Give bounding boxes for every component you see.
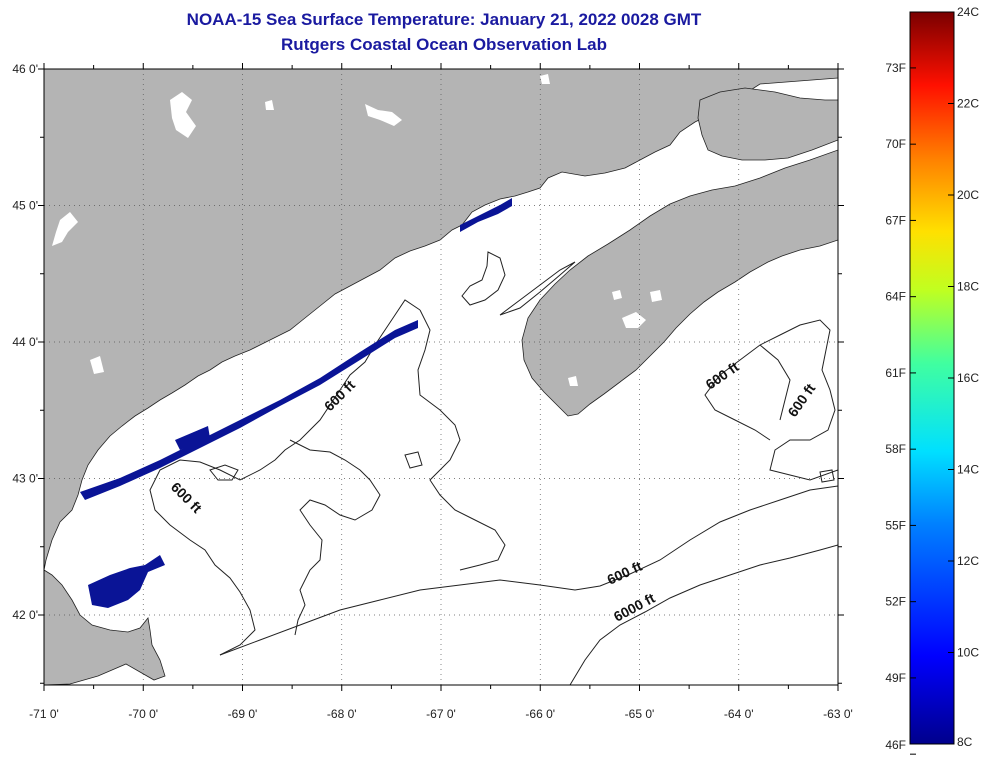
colorbar-fahrenheit-label: 73F <box>885 61 906 75</box>
colorbar-fahrenheit-label: 55F <box>885 518 906 532</box>
lon-tick-label: -66 0' <box>525 707 555 721</box>
contour-bay-of-fundy <box>499 261 576 316</box>
contour-600ft-gulf-east <box>417 309 506 571</box>
contour-600ft-basin <box>289 439 381 636</box>
colorbar-celsius-label: 20C <box>957 188 979 202</box>
nova-scotia-land <box>521 149 838 417</box>
bathymetry-contours <box>149 251 838 685</box>
contour-600ft-gulf <box>149 299 421 656</box>
colorbar-fahrenheit-label: 52F <box>885 595 906 609</box>
contour-600ft-ns-bank <box>759 344 791 421</box>
colorbar-celsius-label: 22C <box>957 97 979 111</box>
map-plot-area: 600 ft 600 ft 600 ft 600 ft 600 ft 6000 … <box>44 69 838 685</box>
contour-small-1 <box>209 464 239 481</box>
contour-600ft-georges <box>219 485 838 656</box>
colorbar-celsius-label: 18C <box>957 280 979 294</box>
colorbar-ticks: 24C 22C 20C 18C 16C 14C 12C 10C 8C 73F 70F 67F 64F 61… <box>885 5 979 755</box>
map-subtitle: Rutgers Coastal Ocean Observation Lab <box>281 35 607 54</box>
cape-breton-land <box>697 87 838 161</box>
sst-swath-main <box>80 320 418 500</box>
colorbar-celsius-label: 10C <box>957 646 979 660</box>
lat-tick-label: 45 0' <box>12 199 38 213</box>
cape-cod-land <box>44 569 166 685</box>
colorbar-fahrenheit-label: 49F <box>885 671 906 685</box>
lat-tick-label: 42 0' <box>12 608 38 622</box>
colorbar-fahrenheit-label: 70F <box>885 137 906 151</box>
lon-tick-label: -64 0' <box>724 707 754 721</box>
colorbar-celsius-label: 8C <box>957 735 973 749</box>
map-axes: 46 0' 45 0' 44 0' 43 0' 42 0' -71 0' -70 0' -69… <box>12 62 852 721</box>
colorbar-fahrenheit-label: 64F <box>885 290 906 304</box>
contour-6000ft <box>569 544 838 685</box>
colorbar-celsius-label: 12C <box>957 554 979 568</box>
lon-tick-label: -65 0' <box>625 707 655 721</box>
contour-small-2 <box>404 451 423 469</box>
colorbar <box>909 11 955 745</box>
sst-swaths <box>80 198 512 608</box>
sst-swath-block-mid <box>175 426 210 450</box>
sst-swath-block-south <box>88 555 165 608</box>
colorbar-fahrenheit-label: 61F <box>885 366 906 380</box>
lat-tick-label: 46 0' <box>12 62 38 76</box>
lon-tick-label: -71 0' <box>29 707 59 721</box>
contour-600ft-bay <box>461 251 506 306</box>
sst-swath-north <box>460 198 512 232</box>
colorbar-fahrenheit-label: 46F <box>885 738 906 752</box>
contour-small-3 <box>819 469 835 483</box>
map-title: NOAA-15 Sea Surface Temperature: January… <box>186 10 702 29</box>
colorbar-celsius-label: 24C <box>957 5 979 19</box>
colorbar-celsius-label: 16C <box>957 371 979 385</box>
contour-600ft-scotian <box>704 319 838 481</box>
nova-scotia-lakes <box>568 290 662 386</box>
colorbar-fahrenheit-label: 58F <box>885 442 906 456</box>
colorbar-celsius-label: 14C <box>957 463 979 477</box>
lat-tick-label: 43 0' <box>12 472 38 486</box>
lon-tick-label: -68 0' <box>327 707 357 721</box>
lat-tick-label: 44 0' <box>12 335 38 349</box>
lon-tick-label: -67 0' <box>426 707 456 721</box>
lon-tick-label: -70 0' <box>128 707 158 721</box>
lon-tick-label: -69 0' <box>228 707 258 721</box>
lon-tick-label: -63 0' <box>823 707 853 721</box>
colorbar-fahrenheit-label: 67F <box>885 213 906 227</box>
